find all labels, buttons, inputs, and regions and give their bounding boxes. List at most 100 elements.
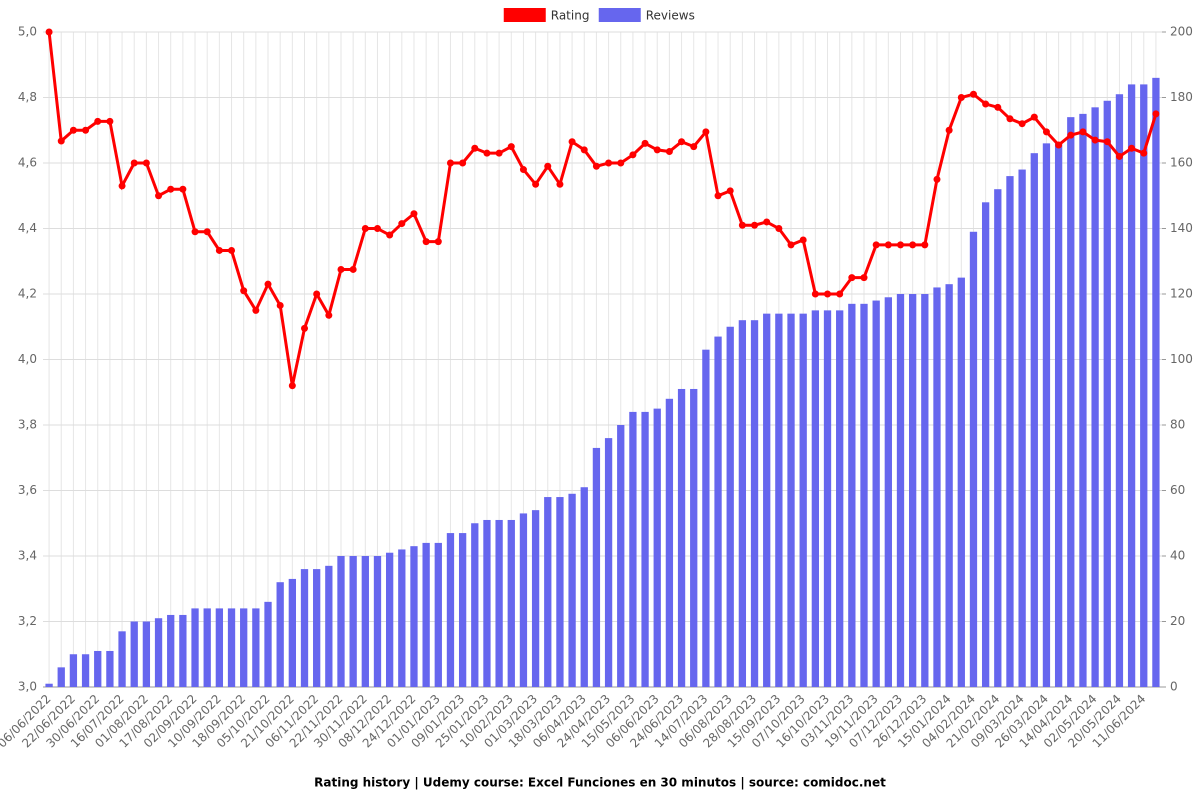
point — [1103, 138, 1111, 146]
bar — [799, 313, 807, 687]
point — [811, 290, 819, 298]
point — [459, 159, 467, 167]
point — [276, 301, 284, 309]
bar — [738, 320, 747, 687]
point — [1042, 128, 1050, 136]
bar — [750, 320, 759, 687]
point — [386, 231, 394, 239]
point — [337, 265, 345, 273]
bar — [1103, 100, 1111, 687]
y-tick-label: 5,0 — [18, 25, 37, 39]
bar — [495, 519, 503, 687]
point — [1006, 115, 1014, 123]
bar — [544, 497, 552, 687]
bar — [884, 297, 892, 687]
point — [1018, 120, 1026, 128]
bar — [167, 614, 175, 687]
bar — [836, 310, 844, 687]
point — [690, 143, 698, 151]
bar — [81, 654, 90, 687]
point — [532, 180, 540, 188]
point — [1030, 113, 1038, 121]
bar — [483, 519, 491, 687]
bar — [981, 202, 990, 688]
y2-tick-label: 100 — [1170, 352, 1193, 366]
y-tick-label: 4,6 — [18, 156, 37, 170]
bar — [592, 447, 601, 687]
bar — [118, 631, 126, 687]
point — [957, 94, 965, 101]
bar — [276, 582, 284, 687]
bar — [349, 556, 357, 687]
bar — [179, 614, 187, 687]
point — [471, 144, 479, 152]
point — [1115, 152, 1123, 160]
bar — [1030, 153, 1038, 688]
point — [592, 162, 600, 170]
point — [556, 180, 564, 188]
bar — [1067, 117, 1075, 687]
bar — [337, 556, 345, 687]
bar — [203, 608, 211, 687]
bar — [994, 189, 1002, 687]
point — [142, 159, 150, 167]
bar — [1127, 84, 1136, 687]
y2-tick-label: 20 — [1170, 614, 1185, 628]
point — [410, 210, 418, 218]
y-tick-label: 3,8 — [18, 418, 37, 432]
legend-swatch — [503, 8, 546, 22]
point — [301, 324, 309, 332]
bar — [531, 510, 540, 687]
bar — [313, 569, 321, 687]
bar — [969, 231, 978, 687]
point — [313, 290, 321, 298]
bar — [811, 310, 820, 687]
bar — [909, 294, 917, 687]
point — [349, 265, 357, 273]
point — [398, 220, 406, 228]
bar — [690, 388, 698, 687]
bar — [240, 608, 248, 687]
bar — [434, 542, 442, 687]
bar — [288, 578, 296, 687]
point — [702, 128, 710, 136]
bar — [410, 546, 418, 687]
bar — [763, 313, 771, 687]
point — [361, 225, 369, 232]
point — [179, 185, 187, 193]
point — [751, 221, 759, 229]
point — [1152, 110, 1160, 118]
point — [605, 159, 613, 167]
point — [1055, 141, 1063, 149]
point — [872, 241, 880, 249]
legend-label: Reviews — [646, 9, 695, 23]
y2-tick-label: 40 — [1170, 549, 1185, 563]
bar — [373, 556, 382, 687]
point — [568, 138, 576, 146]
bar — [361, 556, 369, 687]
bar — [57, 667, 65, 687]
bar — [1006, 176, 1014, 687]
bar — [580, 487, 588, 687]
point — [118, 182, 126, 190]
point — [57, 137, 65, 145]
point — [495, 149, 503, 157]
point — [678, 138, 686, 146]
bar — [702, 349, 710, 687]
bar — [1054, 143, 1063, 688]
bar — [933, 287, 941, 687]
bar — [507, 519, 515, 687]
bar — [860, 303, 868, 687]
point — [945, 126, 953, 134]
point — [787, 241, 795, 249]
bar — [629, 411, 637, 687]
bar — [604, 438, 613, 687]
bar — [519, 513, 528, 687]
point — [507, 143, 515, 151]
point — [1079, 128, 1087, 136]
y-tick-label: 4,8 — [18, 90, 37, 104]
point — [483, 149, 491, 157]
point — [909, 241, 917, 249]
point — [982, 100, 990, 108]
